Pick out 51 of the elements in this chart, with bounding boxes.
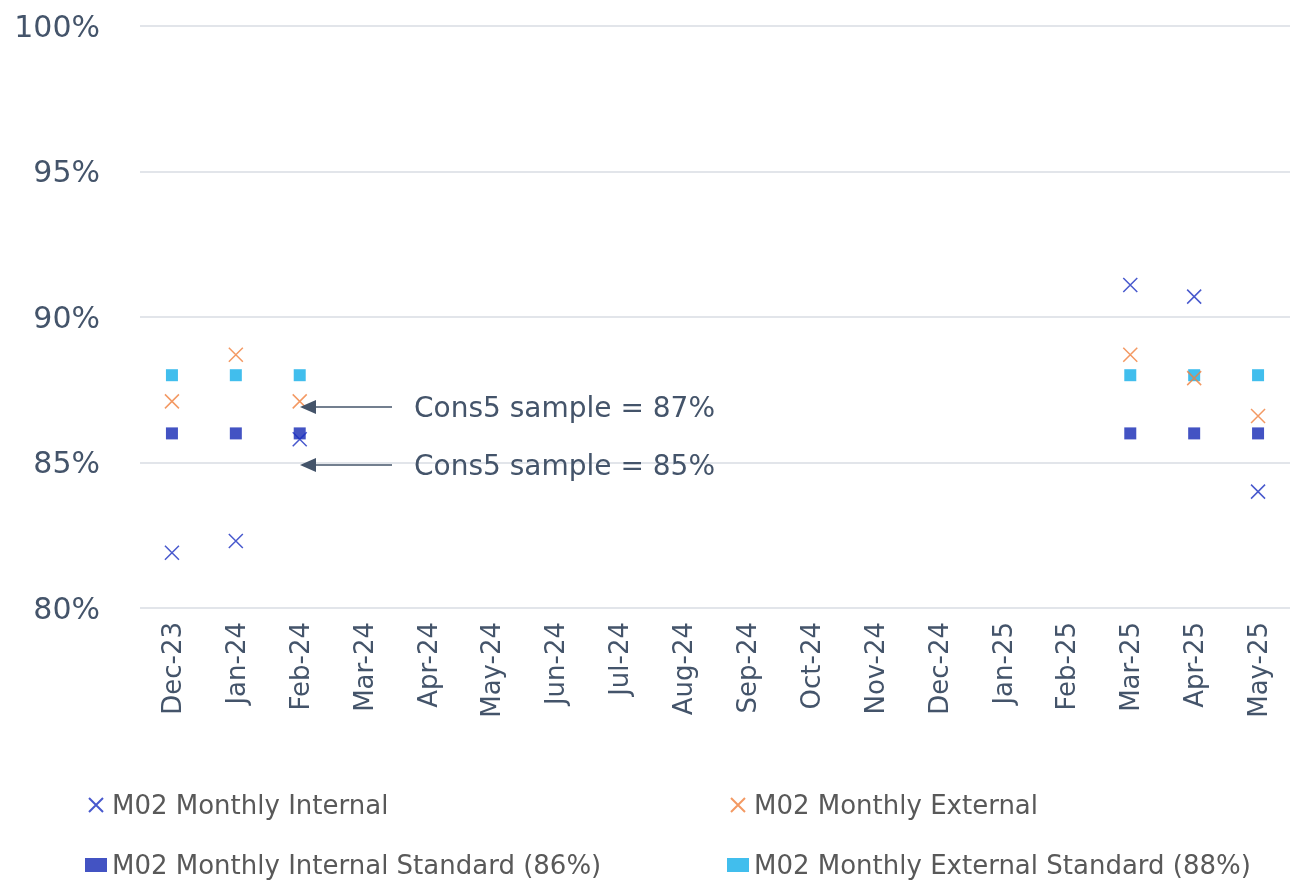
y-tick-label: 80% [33, 590, 100, 626]
point [228, 347, 244, 363]
x-tick-label: May-25 [1243, 622, 1274, 718]
annotation: Cons5 sample = 85% [414, 449, 716, 482]
point [291, 431, 308, 447]
legend-label: M02 Monthly External Standard (88%) [754, 850, 1251, 880]
point [228, 533, 244, 549]
point [164, 393, 180, 410]
y-tick-label: 90% [33, 299, 100, 335]
point [1250, 408, 1266, 424]
point [1122, 347, 1139, 363]
point [293, 369, 306, 382]
x-tick-label: Oct-24 [795, 622, 826, 710]
x-tick-label: May-24 [476, 622, 507, 718]
x-tick-label: Mar-24 [348, 622, 379, 712]
point [1252, 369, 1265, 382]
legend-label: M02 Monthly External [754, 790, 1039, 820]
annotation: Cons5 sample = 87% [414, 391, 716, 424]
x-tick-label: Jun-24 [540, 622, 571, 708]
x-tick-label: Feb-25 [1051, 622, 1082, 711]
x-tick-label: Feb-24 [284, 622, 315, 711]
x-tick-label: Jan-25 [987, 622, 1018, 707]
legend-label: M02 Monthly Internal [112, 790, 389, 820]
y-tick-label: 100% [14, 8, 100, 44]
point [1186, 288, 1202, 305]
x-tick-label: Jul-24 [604, 622, 635, 698]
x-tick-label: Sep-24 [731, 622, 762, 714]
x-tick-label: Apr-25 [1179, 622, 1210, 708]
point [1252, 427, 1265, 440]
x-tick-label: Aug-24 [668, 622, 699, 716]
point [1124, 427, 1137, 440]
point [164, 544, 180, 561]
point [1188, 427, 1201, 440]
x-tick-label: Apr-24 [412, 622, 443, 708]
point [291, 393, 308, 410]
point [1122, 277, 1139, 293]
legend-label: M02 Monthly Internal Standard (86%) [112, 850, 602, 880]
x-tick-label: Nov-24 [859, 622, 890, 715]
x-tick-label: Dec-24 [923, 622, 954, 715]
point [229, 369, 242, 382]
point [165, 427, 178, 440]
x-tick-label: Mar-25 [1115, 622, 1146, 712]
point [1250, 483, 1266, 500]
y-tick-label: 85% [33, 445, 100, 480]
point [229, 427, 242, 440]
x-tick-label: Dec-23 [156, 622, 187, 715]
point [165, 369, 178, 382]
point [1186, 370, 1202, 386]
y-tick-label: 95% [33, 154, 100, 189]
x-tick-label: Jan-24 [220, 622, 251, 707]
point [1124, 369, 1137, 382]
